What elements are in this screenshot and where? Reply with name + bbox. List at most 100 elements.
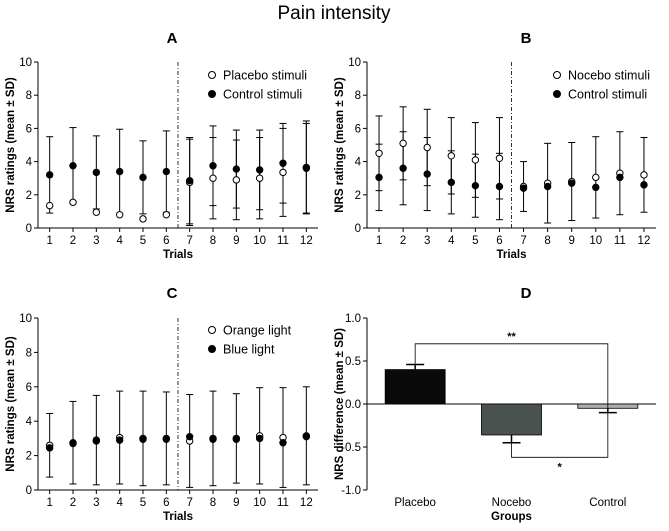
panel-d-y-tick-label: -0.5 bbox=[341, 442, 361, 454]
panel-c-x-tick-label: 9 bbox=[233, 497, 239, 509]
panel-b-y-tick-label: 2 bbox=[355, 190, 361, 202]
panel-b-y-tick-label: 0 bbox=[355, 223, 361, 235]
panel-a-x-tick-label: 11 bbox=[277, 235, 289, 247]
panel-c-point-filled bbox=[302, 432, 311, 441]
panel-b-x-tick-label: 8 bbox=[544, 235, 550, 247]
panel-d-significance-bracket bbox=[414, 343, 609, 409]
panel-c-y-tick-label: 0 bbox=[26, 485, 32, 497]
panel-b-point-open bbox=[447, 152, 455, 160]
panel-b-x-tick-label: 5 bbox=[472, 235, 478, 247]
panel-b-point-open bbox=[640, 171, 648, 179]
panel-a-y-tick-label: 10 bbox=[19, 57, 32, 69]
panel-a-point-open bbox=[92, 208, 101, 216]
panel-b-y-tick-label: 4 bbox=[355, 157, 362, 169]
panel-a-point-filled bbox=[209, 162, 217, 170]
panel-b-point-open bbox=[399, 139, 407, 148]
panel-a-point-filled bbox=[69, 162, 77, 170]
panel-d-significance-label: * bbox=[558, 461, 563, 473]
panel-c-y-tick-label: 4 bbox=[26, 416, 33, 428]
panel-d-x-axis-title: Groups bbox=[491, 511, 532, 523]
panel-c-point-filled bbox=[92, 437, 101, 445]
panel-a-x-tick-label: 1 bbox=[46, 235, 52, 247]
panel-a-point-open bbox=[115, 211, 124, 219]
panel-a-point-filled bbox=[115, 167, 124, 176]
panel-c-x-tick-label: 5 bbox=[140, 497, 146, 509]
panel-c-legend-label: Orange light bbox=[223, 324, 292, 338]
figure-title: Pain intensity bbox=[277, 3, 391, 24]
panel-b-x-tick-label: 2 bbox=[400, 235, 406, 247]
panel-d-letter: D bbox=[521, 285, 532, 302]
panel-c-point-filled bbox=[115, 436, 124, 444]
panel-c-point-filled bbox=[232, 435, 241, 443]
panel-b-x-tick-label: 9 bbox=[569, 235, 575, 247]
panel-d-category-label: Placebo bbox=[394, 497, 436, 509]
panel-a-point-open bbox=[255, 174, 264, 182]
panel-a-y-tick-label: 6 bbox=[26, 123, 32, 135]
panel-b-x-tick-label: 1 bbox=[376, 235, 382, 247]
panel-c-point-filled bbox=[255, 434, 264, 443]
panel-b-x-tick-label: 11 bbox=[614, 235, 626, 247]
panel-a-x-tick-label: 7 bbox=[186, 235, 192, 247]
panel-a-point-filled bbox=[302, 163, 311, 172]
panel-b-point-filled bbox=[471, 181, 480, 190]
panel-d-significance-label: ** bbox=[507, 331, 516, 343]
panel-c-y-tick-label: 8 bbox=[26, 347, 32, 359]
panel-a-point-open bbox=[209, 174, 217, 182]
panel-c-x-tick-label: 2 bbox=[70, 497, 76, 509]
panel-a-point-filled bbox=[232, 165, 241, 173]
panel-c-point-filled bbox=[279, 439, 287, 447]
panel-a-point-filled bbox=[45, 171, 54, 179]
panel-c-y-tick-label: 6 bbox=[26, 382, 32, 394]
panel-b-x-tick-label: 12 bbox=[638, 235, 651, 247]
panel-c-y-tick-label: 2 bbox=[26, 451, 32, 463]
panel-a-legend-label: Control stimuli bbox=[223, 88, 302, 102]
panel-c-y-axis-title: NRS ratings (mean ± SD) bbox=[5, 336, 17, 472]
panel-c-point-filled bbox=[69, 439, 77, 448]
panel-c-x-axis-title: Trials bbox=[163, 511, 193, 523]
panel-a-y-tick-label: 4 bbox=[26, 157, 33, 169]
panel-b-point-filled bbox=[519, 184, 528, 192]
panel-b-point-filled bbox=[640, 181, 648, 189]
panel-b-point-filled bbox=[543, 182, 552, 191]
panel-a-x-tick-label: 6 bbox=[163, 235, 169, 247]
panel-b-point-filled bbox=[592, 183, 600, 192]
panel-a-x-tick-label: 3 bbox=[93, 235, 99, 247]
panel-a-x-tick-label: 2 bbox=[70, 235, 76, 247]
panel-a-x-tick-label: 8 bbox=[210, 235, 216, 247]
panel-a-x-axis-title: Trials bbox=[163, 249, 193, 261]
panel-d-category-label: Control bbox=[589, 497, 626, 509]
panel-b-y-axis-title: NRS ratings (mean ± SD) bbox=[334, 77, 346, 213]
panel-b-point-filled bbox=[616, 173, 624, 182]
panel-a-legend-label: Placebo stimuli bbox=[223, 69, 307, 83]
panel-c-x-tick-label: 6 bbox=[163, 497, 169, 509]
panel-b-point-open bbox=[592, 173, 600, 182]
panel-c-x-tick-label: 8 bbox=[210, 497, 216, 509]
panel-a-x-tick-label: 10 bbox=[253, 235, 266, 247]
panel-b-point-open bbox=[423, 143, 431, 152]
panel-c-legend-marker bbox=[208, 326, 216, 334]
panel-b-x-tick-label: 4 bbox=[448, 235, 455, 247]
panel-d-y-axis-title: NRS difference (mean ± SD) bbox=[334, 328, 346, 480]
panel-a-point-open bbox=[162, 211, 171, 219]
panel-d: D -1.0 -0.5 0.0 0.5 1.0 NRS difference (mean ±… bbox=[334, 285, 656, 523]
panel-d-bar bbox=[384, 369, 446, 405]
panel-b-legend-label: Control stimuli bbox=[568, 88, 647, 102]
panel-a-y-tick-label: 2 bbox=[26, 190, 32, 202]
panel-c-legend-marker bbox=[208, 345, 216, 353]
panel-c-point-filled bbox=[45, 444, 54, 452]
panel-b-point-filled bbox=[375, 173, 383, 182]
panel-d-significance-bracket bbox=[511, 408, 609, 458]
panel-b-y-tick-label: 6 bbox=[355, 123, 361, 135]
panel-b-legend-marker bbox=[553, 71, 561, 79]
panel-b-point-filled bbox=[568, 179, 576, 187]
panel-b-legend-label: Nocebo stimuli bbox=[568, 69, 650, 83]
panel-c-point-filled bbox=[185, 432, 194, 441]
panel-b-point-open bbox=[375, 149, 383, 158]
panel-c-y-tick-label: 10 bbox=[19, 313, 32, 325]
panel-b-x-tick-label: 10 bbox=[589, 235, 602, 247]
panel-a-letter: A bbox=[167, 30, 178, 47]
panel-b-letter: B bbox=[521, 30, 532, 47]
panel-a-point-filled bbox=[162, 167, 171, 176]
